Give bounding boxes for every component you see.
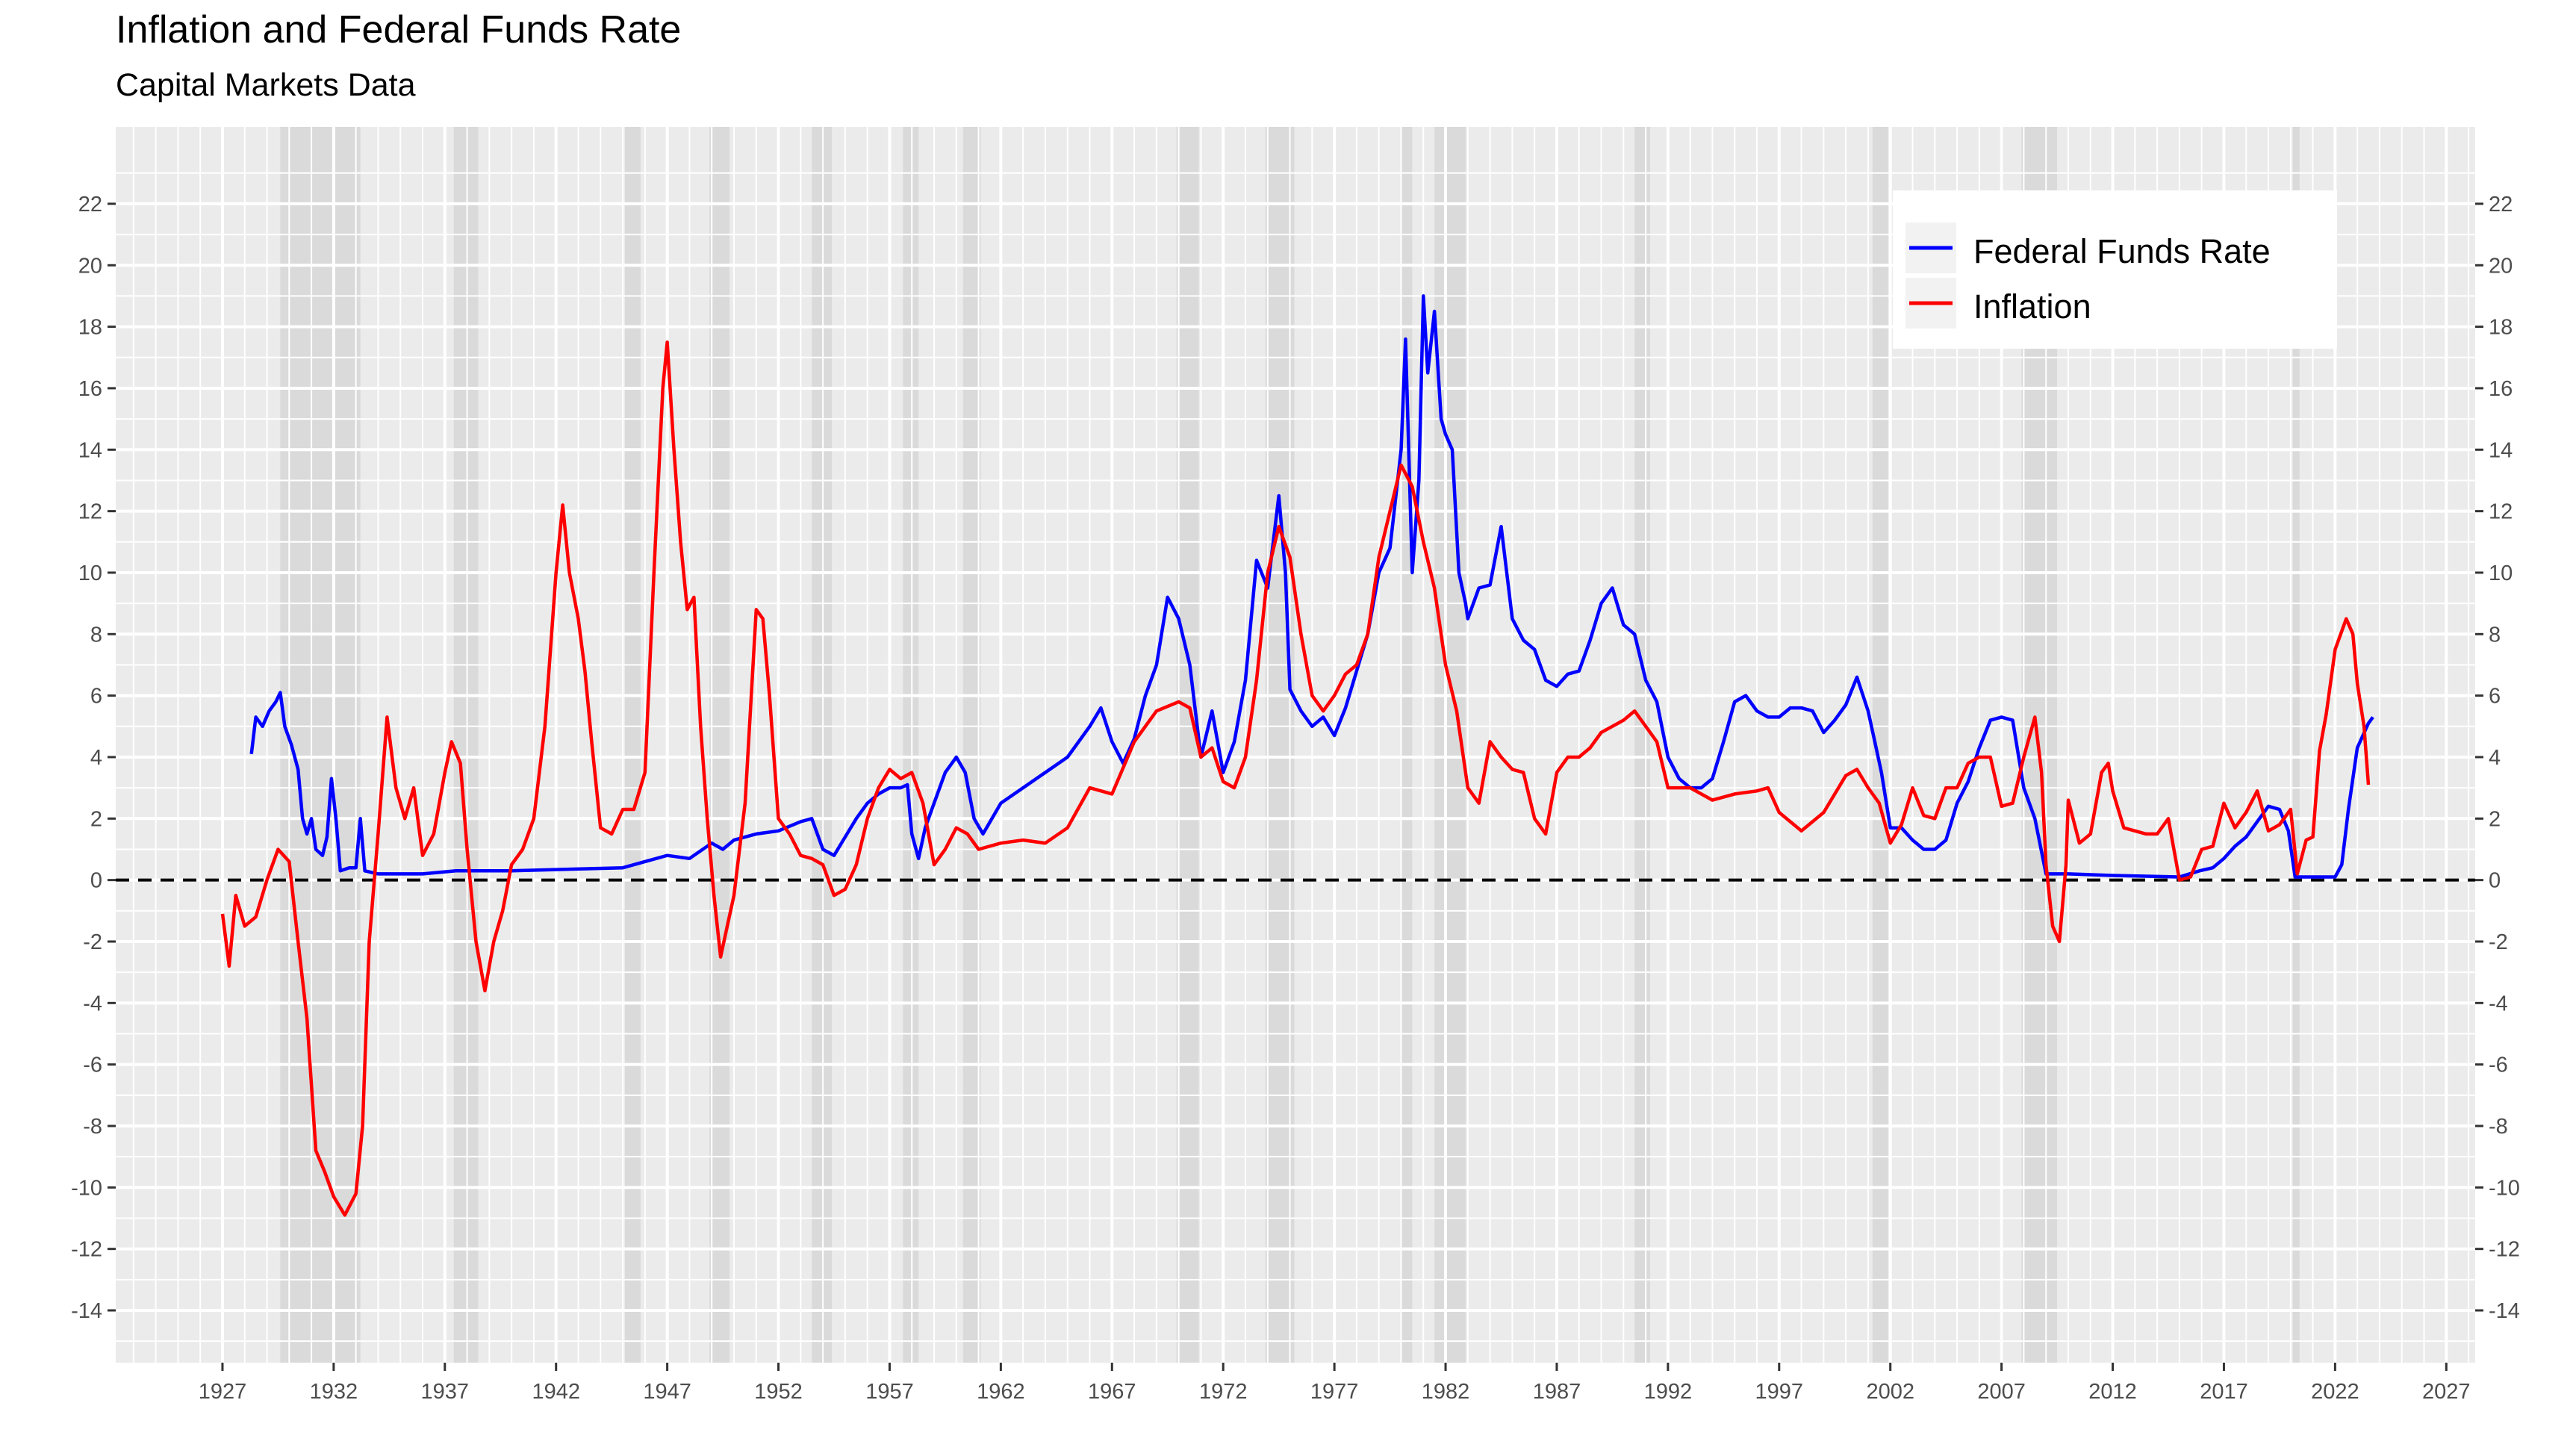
x-tick-label: 1932 xyxy=(310,1380,358,1404)
y-tick-label-right: -10 xyxy=(2489,1176,2520,1200)
y-tick-label-right: 6 xyxy=(2489,685,2501,709)
y-tick-label-right: 18 xyxy=(2489,316,2513,340)
y-tick-label-left: 8 xyxy=(90,623,102,647)
y-tick-label-right: 12 xyxy=(2489,500,2513,524)
y-tick-label-right: 16 xyxy=(2489,377,2513,401)
x-tick-label: 2002 xyxy=(1866,1380,1914,1404)
x-tick-label: 1952 xyxy=(754,1380,803,1404)
y-tick-label-left: 2 xyxy=(90,807,102,831)
legend: Federal Funds Rate Inflation xyxy=(1893,190,2337,349)
x-tick-label: 1992 xyxy=(1644,1380,1693,1404)
x-tick-label: 1972 xyxy=(1199,1380,1248,1404)
x-tick-label: 1927 xyxy=(199,1380,247,1404)
y-tick-label-right: -6 xyxy=(2489,1054,2508,1077)
x-tick-label: 2012 xyxy=(2088,1380,2137,1404)
x-tick-label: 1982 xyxy=(1422,1380,1470,1404)
x-tick-label: 1967 xyxy=(1088,1380,1136,1404)
legend-box xyxy=(1893,190,2337,349)
y-tick-label-left: -8 xyxy=(83,1115,102,1139)
x-tick-label: 2007 xyxy=(1977,1380,2026,1404)
y-tick-label-left: -12 xyxy=(71,1238,102,1262)
y-tick-label-right: 10 xyxy=(2489,561,2513,585)
y-tick-label-right: 22 xyxy=(2489,193,2513,217)
y-tick-label-left: 6 xyxy=(90,685,102,709)
recession-band-7 xyxy=(1176,127,1199,1363)
x-tick-label: 2022 xyxy=(2311,1380,2359,1404)
y-tick-label-left: 12 xyxy=(78,500,102,524)
series-line-federal-funds-rate xyxy=(249,294,2374,879)
recession-band-1 xyxy=(453,127,479,1363)
y-tick-label-left: 0 xyxy=(90,869,102,893)
y-tick-label-right: -14 xyxy=(2489,1299,2520,1323)
x-tick-label: 1962 xyxy=(977,1380,1025,1404)
recession-band-5 xyxy=(903,127,919,1363)
x-tick-label: 1947 xyxy=(643,1380,691,1404)
series-lines xyxy=(220,294,2374,1217)
x-tick-label: 1997 xyxy=(1755,1380,1804,1404)
x-tick-label: 1977 xyxy=(1310,1380,1359,1404)
legend-label-federal-funds-rate: Federal Funds Rate xyxy=(1973,232,2271,270)
y-tick-label-left: 4 xyxy=(90,746,102,770)
y-tick-label-right: 14 xyxy=(2489,438,2513,462)
recession-band-9 xyxy=(1401,127,1413,1363)
chart-subtitle: Capital Markets Data xyxy=(116,67,416,103)
y-tick-label-left: -14 xyxy=(71,1299,102,1323)
legend-label-inflation: Inflation xyxy=(1973,287,2091,326)
recession-band-2 xyxy=(625,127,641,1363)
recession-band-11 xyxy=(1634,127,1651,1363)
x-tick-label: 1987 xyxy=(1533,1380,1581,1404)
recession-band-12 xyxy=(1872,127,1888,1363)
x-tick-label: 1937 xyxy=(421,1380,470,1404)
x-tick-label: 1942 xyxy=(532,1380,580,1404)
y-tick-label-left: -4 xyxy=(83,992,102,1015)
y-tick-label-left: 20 xyxy=(78,254,102,278)
recession-band-6 xyxy=(962,127,981,1363)
recession-band-4 xyxy=(812,127,833,1363)
recession-band-14 xyxy=(2292,127,2300,1363)
y-tick-label-left: 22 xyxy=(78,193,102,217)
y-tick-label-left: 10 xyxy=(78,561,102,585)
y-tick-label-left: 16 xyxy=(78,377,102,401)
y-tick-label-right: 20 xyxy=(2489,254,2513,278)
y-tick-label-right: -2 xyxy=(2489,930,2508,954)
y-tick-label-left: -6 xyxy=(83,1054,102,1077)
y-tick-label-left: 14 xyxy=(78,438,102,462)
x-tick-label: 2027 xyxy=(2422,1380,2471,1404)
y-tick-label-right: 8 xyxy=(2489,623,2501,647)
x-tick-label: 1957 xyxy=(865,1380,914,1404)
x-tick-label: 2017 xyxy=(2200,1380,2248,1404)
y-tick-label-left: -10 xyxy=(71,1176,102,1200)
recession-band-3 xyxy=(709,127,730,1363)
series-line-inflation xyxy=(220,340,2371,1217)
y-tick-label-left: 18 xyxy=(78,316,102,340)
y-tick-label-right: 0 xyxy=(2489,869,2501,893)
y-tick-label-right: -4 xyxy=(2489,992,2508,1015)
y-tick-label-right: 2 xyxy=(2489,807,2501,831)
axes: 1927 1932 1937 1942 1947 1952 1957 1962 1967 1972… xyxy=(71,193,2520,1404)
chart-title: Inflation and Federal Funds Rate xyxy=(116,8,682,52)
y-tick-label-left: -2 xyxy=(83,930,102,954)
y-tick-label-right: 4 xyxy=(2489,746,2501,770)
y-tick-label-right: -12 xyxy=(2489,1238,2520,1262)
y-tick-label-right: -8 xyxy=(2489,1115,2508,1139)
